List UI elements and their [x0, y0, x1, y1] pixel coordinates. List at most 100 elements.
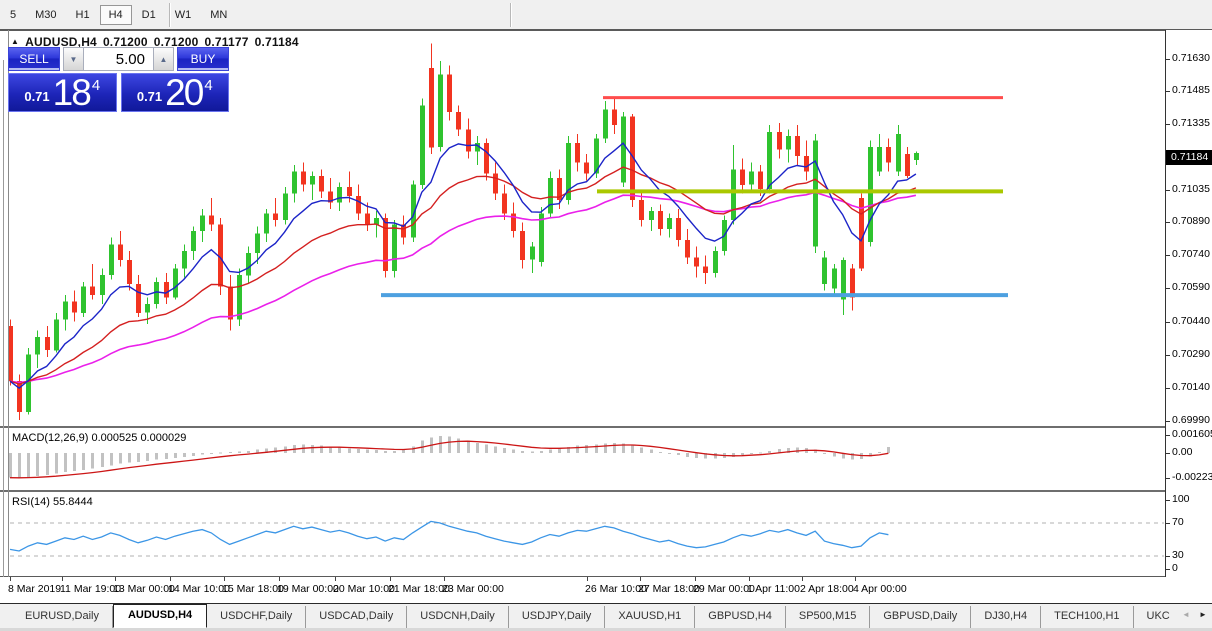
candle-body: [420, 105, 425, 185]
macd-bar: [631, 445, 634, 453]
macd-tick-label: 0.001605: [1172, 428, 1212, 440]
candle-body: [548, 178, 553, 214]
price-chart-canvas[interactable]: [0, 30, 1166, 577]
timeframe-button-MN[interactable]: MN: [210, 8, 228, 21]
axis-tick: [1166, 222, 1170, 223]
symbol-tab-AUDUSD-H4[interactable]: AUDUSD,H4: [112, 604, 208, 628]
price-axis[interactable]: 0.71630 0.71485 0.71335 0.71035 0.70890 0.707…: [1166, 30, 1212, 577]
volume-field[interactable]: 5.00: [84, 47, 153, 71]
tabbar-scroll-right-icon[interactable]: ►: [1199, 610, 1207, 619]
candle-body: [886, 147, 891, 163]
candle-body: [630, 116, 635, 201]
time-axis[interactable]: 8 Mar 2019 11 Mar 19:00 13 Mar 00:00 14 Mar…: [0, 577, 1212, 603]
collapse-quote-panel-icon[interactable]: ▲: [11, 36, 20, 46]
macd-bar: [622, 443, 625, 453]
candle-body: [877, 147, 882, 172]
symbol-tab-XAUUSD-H1[interactable]: XAUUSD,H1: [605, 606, 696, 628]
macd-bar: [64, 453, 67, 473]
candle-body: [383, 217, 388, 271]
candle-body: [530, 246, 535, 260]
candle-body: [200, 215, 205, 232]
one-click-trade-panel: SELL ▼ 5.00 ▲ BUY 0.71 18 4 0.71 20: [8, 47, 229, 112]
volume-increase-button[interactable]: ▲: [153, 47, 174, 71]
timeframe-button-H4[interactable]: H4: [99, 4, 132, 25]
symbol-tab-USDJPY-Daily[interactable]: USDJPY,Daily: [509, 606, 606, 628]
macd-bar: [741, 453, 744, 456]
ohlc-open: 0.71200: [102, 35, 148, 49]
macd-bar: [567, 446, 570, 453]
buy-button[interactable]: BUY: [177, 47, 229, 71]
symbol-tab-GBPUSD-H4[interactable]: GBPUSD,H4: [695, 606, 786, 628]
time-tick-label: 19 Mar 00:00: [277, 583, 339, 595]
candle-body: [822, 257, 827, 285]
symbol-tab-DJ30-H4[interactable]: DJ30,H4: [971, 606, 1042, 628]
candle-body: [356, 195, 361, 214]
buy-price-quote[interactable]: 0.71 20 4: [120, 73, 229, 112]
macd-bar: [82, 453, 85, 470]
symbol-tab-UKC[interactable]: UKC: [1146, 610, 1170, 622]
axis-tick: [1166, 453, 1170, 454]
candle-body: [145, 303, 150, 313]
candle-body: [713, 251, 718, 274]
time-tick-label: 14 Mar 10:00: [168, 583, 230, 595]
macd-bar: [402, 450, 405, 453]
axis-tick: [1166, 255, 1170, 256]
candle-body: [228, 286, 233, 320]
rsi-indicator-label: RSI(14) 55.8444: [12, 496, 93, 508]
candle-body: [502, 193, 507, 214]
tabbar-scroll-left-icon[interactable]: ◄: [1182, 610, 1190, 619]
candle-body: [868, 147, 873, 243]
candle-body: [109, 244, 114, 276]
timeframe-button-M30[interactable]: M30: [35, 8, 57, 21]
macd-bar: [247, 450, 250, 453]
candle-body: [896, 134, 901, 172]
macd-bar: [27, 453, 30, 478]
symbol-tab-SP500-M15[interactable]: SP500,M15: [786, 606, 871, 628]
pane-splitter-macd[interactable]: [0, 426, 1166, 428]
macd-bar: [759, 452, 762, 454]
time-tick-label: 8 Mar 2019: [8, 583, 62, 595]
macd-bar: [110, 453, 113, 466]
sell-price-quote[interactable]: 0.71 18 4: [8, 73, 117, 112]
candle-body: [255, 233, 260, 254]
price-tick-label: 0.70590: [1172, 281, 1210, 293]
macd-bar: [238, 451, 241, 453]
symbol-tab-EURUSD-Daily[interactable]: EURUSD,Daily: [12, 606, 113, 628]
timeframe-button-W1[interactable]: W1: [174, 8, 192, 21]
chart-symbol-label: AUDUSD,H4: [25, 35, 97, 49]
macd-bar: [659, 451, 662, 453]
symbol-tab-USDCNH-Daily[interactable]: USDCNH,Daily: [407, 606, 509, 628]
time-tick: [335, 577, 336, 581]
macd-bar: [640, 447, 643, 453]
candle-body: [337, 187, 342, 203]
candle-body: [859, 198, 864, 269]
price-tick-label: 0.71035: [1172, 183, 1210, 195]
volume-decrease-button[interactable]: ▼: [63, 47, 84, 71]
timeframe-button-D1[interactable]: D1: [141, 8, 156, 21]
candle-body: [429, 67, 434, 148]
spin-up-icon: ▲: [159, 54, 168, 64]
candle-body: [456, 111, 461, 130]
price-tick-label: 0.69990: [1172, 414, 1210, 426]
time-tick-label: 29 Mar 00:00: [693, 583, 755, 595]
sell-price-big: 18: [52, 72, 92, 113]
timeframe-button-5[interactable]: 5: [10, 8, 17, 21]
timeframe-button-H1[interactable]: H1: [75, 8, 90, 21]
axis-tick: [1166, 124, 1170, 125]
macd-bar: [585, 445, 588, 453]
symbol-tab-TECH100-H1[interactable]: TECH100,H1: [1041, 606, 1134, 628]
candle-body: [164, 281, 169, 298]
macd-bar: [887, 447, 890, 453]
symbol-tab-USDCHF-Daily[interactable]: USDCHF,Daily: [207, 606, 307, 628]
symbol-tab-USDCAD-Daily[interactable]: USDCAD,Daily: [306, 606, 408, 628]
rsi-tick-label: 100: [1172, 493, 1190, 505]
symbol-tab-GBPUSD-Daily[interactable]: GBPUSD,Daily: [870, 606, 972, 628]
candlesticks-series: [8, 43, 919, 420]
time-tick-label: 13 Mar 00:00: [113, 583, 175, 595]
macd-bar: [796, 447, 799, 453]
macd-bar: [467, 440, 470, 453]
pane-splitter-rsi[interactable]: [0, 490, 1166, 492]
sell-button[interactable]: SELL: [8, 47, 60, 71]
macd-bar: [778, 449, 781, 453]
macd-bar: [412, 446, 415, 453]
